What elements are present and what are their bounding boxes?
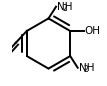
Text: 2: 2	[84, 65, 89, 74]
Text: NH: NH	[57, 2, 72, 12]
Text: 2: 2	[62, 4, 67, 13]
Text: NH: NH	[79, 63, 94, 73]
Text: OH: OH	[84, 26, 100, 36]
